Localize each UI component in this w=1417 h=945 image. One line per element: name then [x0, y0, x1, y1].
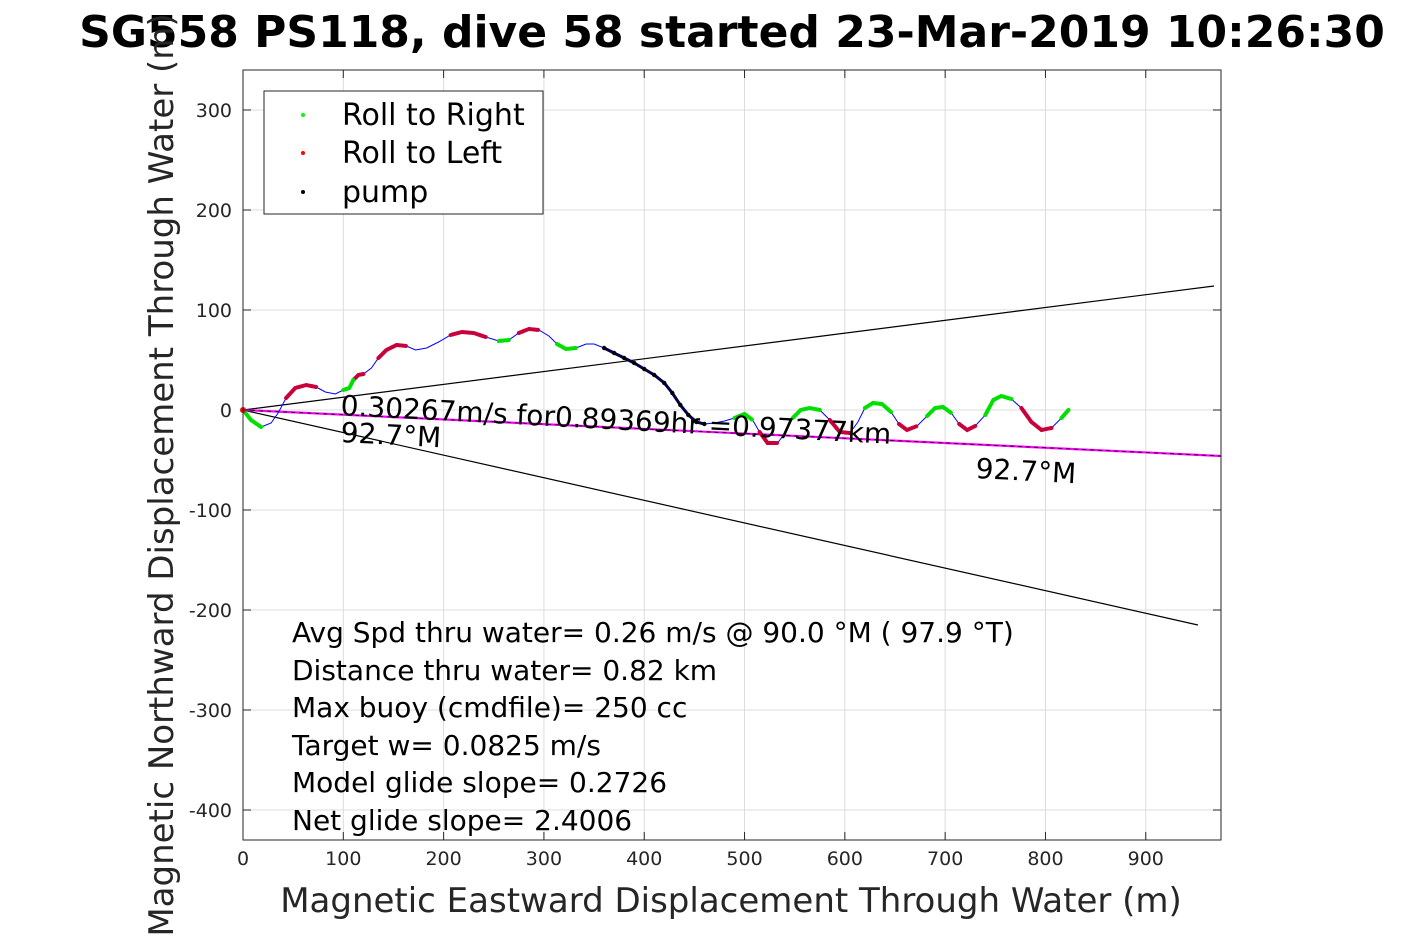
y-tick-label: -300 — [189, 700, 232, 722]
pump-point — [601, 345, 607, 351]
x-tick-label: 200 — [425, 848, 461, 870]
x-tick-label: 0 — [237, 848, 249, 870]
stat-avg-speed: Avg Spd thru water= 0.26 m/s @ 90.0 °M (… — [292, 616, 1014, 649]
y-tick-label: 200 — [196, 200, 232, 222]
stat-max-buoy: Max buoy (cmdfile)= 250 cc — [292, 691, 687, 724]
roll-right-segment — [496, 338, 511, 343]
roll-left-segment — [284, 382, 319, 400]
y-tick-label: 300 — [196, 100, 232, 122]
legend-roll-left: Roll to Left — [342, 136, 502, 171]
x-tick-label: 700 — [927, 848, 963, 870]
roll-right-segment — [790, 405, 822, 420]
roll-right-segment — [983, 393, 1014, 417]
pump-point — [670, 390, 675, 396]
x-axis-label: Magnetic Eastward Displacement Through W… — [280, 881, 1182, 921]
pump-point — [686, 412, 691, 418]
pump-point — [652, 372, 657, 378]
roll-left-segment — [351, 372, 366, 382]
y-axis-label: Magnetic Northward Displacement Through … — [142, 13, 182, 936]
tick-labels: 0 100 200 300 400 500 600 700 800 900 300 200 100 0 -1… — [189, 100, 1164, 870]
roll-right-segment — [555, 342, 578, 352]
roll-left-segment — [757, 430, 780, 445]
pump-point — [621, 355, 627, 361]
pump-point — [702, 421, 707, 427]
x-tick-label: 500 — [726, 848, 762, 870]
reference-line-lower — [242, 409, 1199, 626]
legend: Roll to Right Roll to Left pump — [263, 90, 544, 215]
roll-right-marker — [301, 113, 305, 117]
roll-right-segment — [732, 411, 755, 422]
x-tick-label: 100 — [325, 848, 361, 870]
pump-marker — [301, 190, 305, 194]
y-tick-label: -200 — [189, 600, 232, 622]
y-tick-label: 0 — [220, 400, 232, 422]
roll-left-segment — [1019, 406, 1054, 433]
y-tick-label: -400 — [189, 800, 232, 822]
reference-line-upper — [242, 285, 1215, 411]
x-tick-label: 400 — [626, 848, 662, 870]
pump-point — [662, 380, 667, 386]
annotation-heading-near: 92.7°M — [340, 416, 442, 454]
chart-title: SG558 PS118, dive 58 started 23-Mar-2019… — [79, 7, 1385, 58]
dive-statistics: Avg Spd thru water= 0.26 m/s @ 90.0 °M (… — [291, 616, 1014, 837]
axes-box — [242, 69, 1222, 841]
roll-left-segment — [897, 422, 920, 433]
roll-left-segment — [827, 418, 852, 435]
axes-frame — [242, 69, 1222, 841]
reference-line-heading-overlay — [242, 409, 1222, 457]
pump-point — [632, 360, 637, 366]
roll-left-segment — [516, 326, 541, 335]
roll-right-segment — [341, 378, 356, 392]
glider-track — [240, 326, 1071, 445]
legend-pump: pump — [342, 175, 428, 210]
roll-right-segment — [925, 404, 954, 418]
x-tick-label: 300 — [526, 848, 562, 870]
roll-right-segment — [241, 408, 264, 429]
legend-roll-right: Roll to Right — [342, 98, 525, 133]
pump-point — [642, 366, 647, 372]
y-tick-label: 100 — [196, 300, 232, 322]
roll-left-segment — [957, 422, 978, 433]
x-tick-label: 800 — [1027, 848, 1063, 870]
y-tick-label: -100 — [189, 500, 232, 522]
stat-distance: Distance thru water= 0.82 km — [292, 654, 717, 687]
roll-right-segment — [1059, 408, 1071, 420]
stat-model-glide: Model glide slope= 0.2726 — [292, 766, 667, 799]
roll-left-marker — [301, 151, 305, 155]
annotation-heading-far: 92.7°M — [975, 452, 1077, 490]
roll-left-segment — [448, 329, 488, 339]
stat-net-glide: Net glide slope= 2.4006 — [292, 804, 632, 837]
pump-point — [694, 419, 699, 425]
roll-left-segment — [376, 342, 409, 360]
pump-point — [611, 350, 617, 356]
roll-right-segment — [862, 400, 893, 414]
stat-target-w: Target w= 0.0825 m/s — [291, 729, 601, 762]
x-tick-label: 600 — [827, 848, 863, 870]
reference-lines — [242, 285, 1222, 626]
legend-box — [263, 90, 544, 215]
x-tick-label: 900 — [1128, 848, 1164, 870]
pump-point — [678, 402, 683, 408]
